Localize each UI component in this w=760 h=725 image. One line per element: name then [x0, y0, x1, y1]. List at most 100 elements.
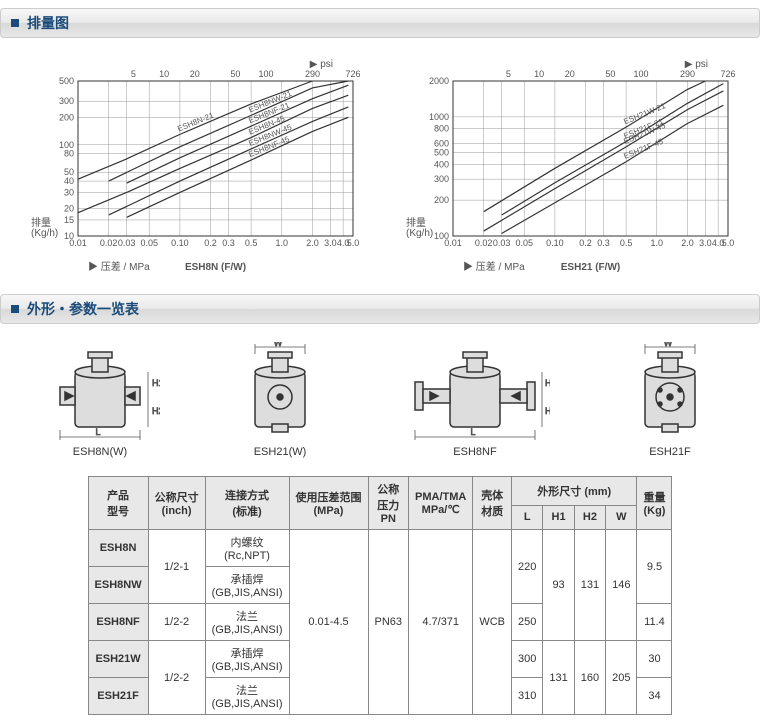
svg-text:290: 290	[304, 69, 319, 79]
drawing-svg-2: W	[230, 342, 330, 442]
drawing-label-4: ESH21F	[649, 446, 691, 458]
drawing-label-3: ESH8NF	[453, 446, 496, 458]
svg-text:W: W	[664, 342, 673, 348]
svg-text:H1: H1	[152, 378, 160, 388]
svg-text:10: 10	[534, 69, 544, 79]
svg-text:5: 5	[505, 69, 510, 79]
svg-text:40: 40	[63, 176, 73, 186]
drawing-1: L H1 H2 ESH8N(W)	[40, 342, 160, 458]
svg-text:20: 20	[189, 69, 199, 79]
svg-text:600: 600	[433, 138, 448, 148]
svg-text:(Kg/h): (Kg/h)	[406, 228, 433, 239]
svg-text:0.05: 0.05	[515, 238, 533, 248]
svg-text:200: 200	[433, 195, 448, 205]
svg-text:H2: H2	[545, 406, 550, 416]
chart-right: 0.010.020.030.050.100.20.30.51.02.03.04.…	[398, 56, 738, 276]
svg-text:1.0: 1.0	[275, 238, 288, 248]
drawing-2: W ESH21(W)	[230, 342, 330, 458]
svg-text:0.02: 0.02	[99, 238, 117, 248]
svg-text:300: 300	[58, 96, 73, 106]
th-W: W	[606, 505, 637, 529]
svg-text:5.0: 5.0	[346, 238, 359, 248]
drawing-4: W ESH21F	[620, 342, 720, 458]
th-H1: H1	[543, 505, 574, 529]
svg-text:L: L	[95, 427, 100, 437]
svg-text:5.0: 5.0	[721, 238, 734, 248]
bullet-icon	[11, 19, 19, 27]
svg-text:0.3: 0.3	[222, 238, 235, 248]
svg-text:500: 500	[58, 76, 73, 86]
svg-text:H1: H1	[545, 378, 550, 388]
svg-text:0.2: 0.2	[204, 238, 217, 248]
th-dimensions: 外形尺寸 (mm)	[512, 477, 637, 506]
svg-text:▶ psi: ▶ psi	[684, 59, 707, 70]
charts-row: 0.010.020.030.050.100.20.30.51.02.03.04.…	[0, 46, 760, 286]
svg-text:726: 726	[720, 69, 735, 79]
svg-text:0.3: 0.3	[597, 238, 610, 248]
th-range: 使用压差范围(MPa)	[289, 477, 368, 530]
svg-text:2000: 2000	[428, 76, 448, 86]
svg-text:10: 10	[63, 231, 73, 241]
th-connection: 连接方式(标准)	[205, 477, 289, 530]
th-material: 壳体材质	[473, 477, 512, 530]
chart-right-wrap: 0.010.020.030.050.100.20.30.51.02.03.04.…	[398, 56, 738, 276]
svg-text:0.10: 0.10	[171, 238, 189, 248]
svg-text:▶ 压差 / MPa: ▶ 压差 / MPa	[88, 260, 150, 273]
svg-text:0.2: 0.2	[579, 238, 592, 248]
bullet-icon	[11, 305, 19, 313]
svg-text:726: 726	[345, 69, 360, 79]
svg-text:20: 20	[63, 204, 73, 214]
section-header-capacity: 排量图	[0, 8, 760, 38]
svg-text:1000: 1000	[428, 112, 448, 122]
svg-text:200: 200	[58, 112, 73, 122]
svg-text:0.5: 0.5	[619, 238, 632, 248]
svg-text:400: 400	[433, 159, 448, 169]
svg-text:2.0: 2.0	[681, 238, 694, 248]
svg-text:20: 20	[564, 69, 574, 79]
svg-text:0.03: 0.03	[492, 238, 510, 248]
th-pma: PMA/TMAMPa/℃	[409, 477, 473, 530]
th-pn: 公称压力PN	[368, 477, 409, 530]
section-title: 排量图	[27, 13, 69, 33]
th-L: L	[512, 505, 543, 529]
svg-text:15: 15	[63, 215, 73, 225]
section-title: 外形・参数一览表	[27, 299, 139, 319]
svg-text:0.03: 0.03	[117, 238, 135, 248]
drawing-svg-1: L H1 H2	[40, 342, 160, 442]
drawings-row: L H1 H2 ESH8N(W) W ESH21(W)	[0, 332, 760, 468]
th-H2: H2	[574, 505, 605, 529]
chart-left: 0.010.020.030.050.100.20.30.51.02.03.04.…	[23, 56, 363, 276]
svg-text:500: 500	[433, 148, 448, 158]
svg-text:H2: H2	[152, 406, 160, 416]
section-header-dimensions: 外形・参数一览表	[0, 294, 760, 324]
svg-text:50: 50	[605, 69, 615, 79]
svg-text:ESH8N (F/W): ESH8N (F/W)	[184, 262, 245, 273]
th-model: 产品型号	[88, 477, 148, 530]
svg-text:W: W	[274, 342, 283, 348]
drawing-svg-4: W	[620, 342, 720, 442]
svg-text:100: 100	[258, 69, 273, 79]
drawing-label-2: ESH21(W)	[254, 446, 307, 458]
drawing-3: L H1 H2 ESH8NF	[400, 342, 550, 458]
svg-text:0.10: 0.10	[546, 238, 564, 248]
svg-text:0.5: 0.5	[244, 238, 257, 248]
chart-left-wrap: 0.010.020.030.050.100.20.30.51.02.03.04.…	[23, 56, 363, 276]
svg-text:10: 10	[159, 69, 169, 79]
drawing-svg-3: L H1 H2	[400, 342, 550, 442]
spec-table: 产品型号 公称尺寸(inch) 连接方式(标准) 使用压差范围(MPa) 公称压…	[88, 476, 673, 715]
th-weight: 重量(Kg)	[637, 477, 672, 530]
svg-text:80: 80	[63, 149, 73, 159]
svg-text:50: 50	[63, 167, 73, 177]
svg-text:290: 290	[679, 69, 694, 79]
svg-text:0.02: 0.02	[474, 238, 492, 248]
svg-text:(Kg/h): (Kg/h)	[31, 228, 58, 239]
svg-text:100: 100	[633, 69, 648, 79]
svg-text:0.05: 0.05	[140, 238, 158, 248]
svg-text:2.0: 2.0	[306, 238, 319, 248]
svg-text:50: 50	[230, 69, 240, 79]
svg-text:ESH21 (F/W): ESH21 (F/W)	[560, 262, 619, 273]
svg-text:800: 800	[433, 123, 448, 133]
svg-text:5: 5	[130, 69, 135, 79]
svg-text:▶ psi: ▶ psi	[309, 59, 332, 70]
svg-text:▶ 压差 / MPa: ▶ 压差 / MPa	[463, 260, 525, 273]
